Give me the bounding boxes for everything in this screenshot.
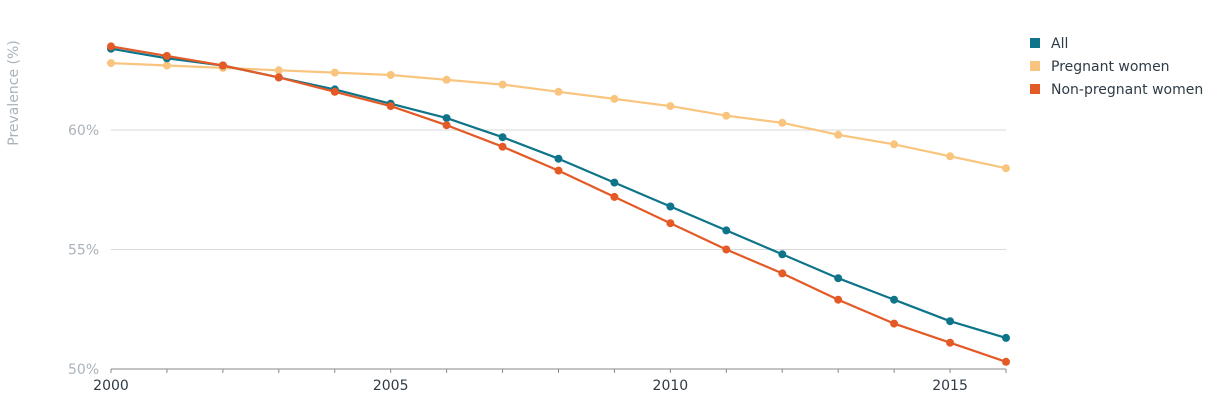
data-point-all-2009[interactable] bbox=[610, 178, 619, 187]
data-point-pregnant-women-2005[interactable] bbox=[386, 71, 395, 79]
data-point-pregnant-women-2010[interactable] bbox=[666, 102, 675, 111]
data-point-non-pregnant-women-2012[interactable] bbox=[778, 269, 787, 278]
data-point-pregnant-women-2012[interactable] bbox=[778, 118, 787, 127]
data-point-pregnant-women-2003[interactable] bbox=[274, 66, 283, 75]
data-point-non-pregnant-women-2007[interactable] bbox=[498, 142, 507, 151]
gridlines bbox=[111, 129, 1006, 250]
x-tick-label: 2000 bbox=[93, 378, 129, 394]
series-line-pregnant-women bbox=[109, 61, 1008, 170]
legend-label-non-pregnant-women: Non-pregnant women bbox=[1051, 82, 1203, 98]
data-point-non-pregnant-women-2006[interactable] bbox=[442, 121, 451, 130]
data-point-non-pregnant-women-2010[interactable] bbox=[666, 219, 675, 228]
data-point-all-2015[interactable] bbox=[946, 317, 955, 326]
data-point-all-2013[interactable] bbox=[834, 274, 843, 283]
x-axis-tick-labels: 2000 2005 2010 2015 bbox=[93, 378, 968, 394]
data-point-pregnant-women-2004[interactable] bbox=[330, 68, 339, 77]
x-tick-label: 2015 bbox=[932, 378, 968, 394]
legend-swatch-non-pregnant-women bbox=[1030, 84, 1040, 94]
data-point-all-2008[interactable] bbox=[554, 154, 563, 163]
data-point-all-2006[interactable] bbox=[442, 114, 451, 123]
data-point-non-pregnant-women-2000[interactable] bbox=[107, 42, 115, 51]
legend-item-non-pregnant-women[interactable]: Non-pregnant women bbox=[1030, 82, 1203, 98]
legend-item-pregnant-women[interactable]: Pregnant women bbox=[1030, 59, 1170, 75]
legend-swatch-all bbox=[1030, 38, 1040, 48]
series-group bbox=[107, 42, 1010, 366]
data-point-non-pregnant-women-2009[interactable] bbox=[610, 192, 619, 201]
data-point-non-pregnant-women-2016[interactable] bbox=[1002, 357, 1010, 366]
data-point-pregnant-women-2007[interactable] bbox=[498, 80, 507, 89]
legend-swatch-pregnant-women bbox=[1030, 61, 1040, 71]
data-point-non-pregnant-women-2008[interactable] bbox=[554, 166, 563, 175]
data-point-pregnant-women-2011[interactable] bbox=[722, 111, 731, 120]
x-axis bbox=[110, 368, 1007, 373]
data-point-all-2016[interactable] bbox=[1002, 333, 1010, 342]
data-point-pregnant-women-2006[interactable] bbox=[442, 75, 451, 84]
y-tick-label: 55% bbox=[68, 243, 99, 259]
legend-label-pregnant-women: Pregnant women bbox=[1051, 59, 1170, 75]
data-point-all-2007[interactable] bbox=[498, 133, 507, 142]
data-point-non-pregnant-women-2015[interactable] bbox=[946, 338, 955, 347]
data-point-non-pregnant-women-2013[interactable] bbox=[834, 295, 843, 304]
data-point-pregnant-women-2013[interactable] bbox=[834, 130, 843, 139]
data-point-non-pregnant-women-2005[interactable] bbox=[386, 102, 395, 111]
legend[interactable]: All Pregnant women Non-pregnant women bbox=[1030, 36, 1203, 98]
x-tick-label: 2010 bbox=[653, 378, 689, 394]
data-point-pregnant-women-2014[interactable] bbox=[890, 140, 899, 149]
data-point-all-2014[interactable] bbox=[890, 295, 899, 304]
y-tick-label: 50% bbox=[68, 362, 99, 378]
x-tick-label: 2005 bbox=[373, 378, 409, 394]
series-non-pregnant-women bbox=[107, 42, 1010, 366]
data-point-non-pregnant-women-2014[interactable] bbox=[890, 319, 899, 328]
data-point-non-pregnant-women-2001[interactable] bbox=[162, 51, 171, 60]
legend-item-all[interactable]: All bbox=[1030, 36, 1068, 52]
data-point-pregnant-women-2008[interactable] bbox=[554, 87, 563, 96]
data-point-all-2011[interactable] bbox=[722, 226, 731, 235]
data-point-pregnant-women-2000[interactable] bbox=[107, 59, 115, 68]
data-point-pregnant-women-2015[interactable] bbox=[946, 152, 955, 161]
data-point-all-2010[interactable] bbox=[666, 202, 675, 211]
data-point-pregnant-women-2016[interactable] bbox=[1002, 164, 1010, 173]
data-point-non-pregnant-women-2003[interactable] bbox=[274, 73, 283, 82]
legend-label-all: All bbox=[1051, 36, 1068, 52]
data-point-pregnant-women-2009[interactable] bbox=[610, 94, 619, 103]
y-axis-tick-labels: 50% 55% 60% bbox=[68, 123, 99, 378]
data-point-all-2012[interactable] bbox=[778, 250, 787, 259]
data-point-non-pregnant-women-2004[interactable] bbox=[330, 87, 339, 96]
y-tick-label: 60% bbox=[68, 123, 99, 139]
data-point-non-pregnant-women-2002[interactable] bbox=[218, 61, 227, 70]
data-point-pregnant-women-2001[interactable] bbox=[162, 61, 171, 70]
data-point-non-pregnant-women-2011[interactable] bbox=[722, 245, 731, 254]
y-axis-title: Prevalence (%) bbox=[6, 40, 22, 146]
